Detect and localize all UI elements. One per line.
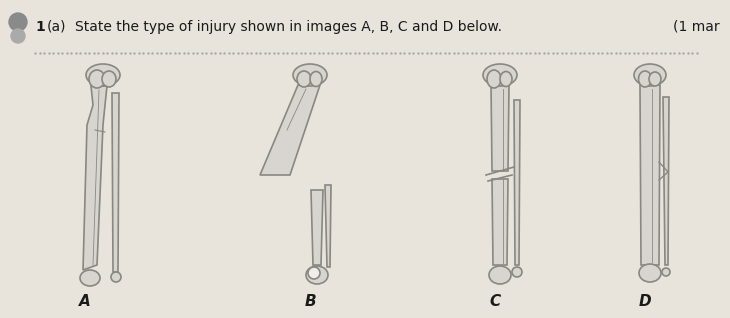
Text: B: B xyxy=(304,294,316,309)
Circle shape xyxy=(11,29,25,43)
Polygon shape xyxy=(311,190,323,265)
Text: C: C xyxy=(489,294,501,309)
Ellipse shape xyxy=(662,268,670,276)
Text: (a): (a) xyxy=(47,20,66,34)
Ellipse shape xyxy=(483,64,517,86)
Polygon shape xyxy=(83,86,107,270)
Polygon shape xyxy=(640,85,660,265)
Text: (1 mar: (1 mar xyxy=(673,20,720,34)
Text: State the type of injury shown in images A, B, C and D below.: State the type of injury shown in images… xyxy=(75,20,502,34)
Circle shape xyxy=(9,13,27,31)
Ellipse shape xyxy=(306,266,328,284)
Ellipse shape xyxy=(500,72,512,86)
Ellipse shape xyxy=(80,270,100,286)
Ellipse shape xyxy=(310,72,322,86)
Ellipse shape xyxy=(89,70,105,88)
Ellipse shape xyxy=(297,71,311,87)
Text: 1: 1 xyxy=(35,20,45,34)
Polygon shape xyxy=(112,93,119,272)
Ellipse shape xyxy=(102,71,116,87)
Ellipse shape xyxy=(293,64,327,86)
Ellipse shape xyxy=(489,266,511,284)
Polygon shape xyxy=(325,185,331,267)
Ellipse shape xyxy=(111,272,121,282)
Ellipse shape xyxy=(86,64,120,86)
Polygon shape xyxy=(260,85,320,175)
Ellipse shape xyxy=(649,72,661,86)
Polygon shape xyxy=(663,97,669,265)
Text: D: D xyxy=(639,294,651,309)
Text: A: A xyxy=(79,294,91,309)
Ellipse shape xyxy=(634,64,666,86)
Ellipse shape xyxy=(639,264,661,282)
Polygon shape xyxy=(491,85,509,171)
Polygon shape xyxy=(492,179,508,265)
Polygon shape xyxy=(514,100,520,265)
Ellipse shape xyxy=(487,70,501,88)
Ellipse shape xyxy=(308,267,320,279)
Ellipse shape xyxy=(639,71,651,87)
Ellipse shape xyxy=(512,267,522,277)
